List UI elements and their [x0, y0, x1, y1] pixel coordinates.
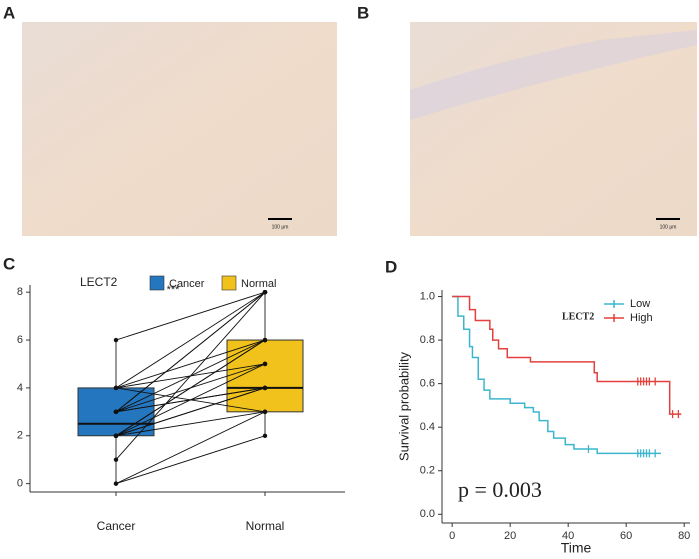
point — [113, 433, 119, 438]
pair-line — [115, 363, 266, 389]
point — [113, 337, 119, 343]
y-tick-label: 0.8 — [420, 334, 435, 346]
legend-label: High — [630, 312, 653, 324]
legend-label: Cancer — [169, 278, 205, 290]
y-tick-label: 6 — [17, 334, 23, 346]
point — [262, 409, 268, 415]
point — [113, 409, 119, 415]
micrograph — [22, 22, 337, 236]
scale-text: 100 μm — [272, 224, 289, 230]
panel-label: C — [3, 254, 15, 273]
legend-label: Normal — [241, 278, 276, 290]
panel-label: D — [385, 257, 397, 276]
x-tick-label: 40 — [562, 530, 574, 542]
y-tick-label: 0.2 — [420, 465, 435, 477]
pair-line — [115, 339, 266, 437]
pair-line — [115, 291, 266, 341]
point — [262, 385, 268, 391]
survival-curve — [452, 295, 682, 415]
legend-label: Low — [630, 298, 650, 310]
pair-line — [115, 291, 266, 413]
pair-line — [115, 339, 266, 389]
y-tick-label: 4 — [17, 382, 23, 394]
x-tick-label: Cancer — [97, 519, 136, 533]
x-axis-title: Time — [561, 540, 592, 556]
pair-line — [115, 411, 266, 485]
x-tick-label: 0 — [449, 530, 455, 542]
legend-title: LECT2 — [80, 275, 118, 289]
pair-line — [115, 435, 266, 485]
x-tick-label: Normal — [246, 519, 285, 533]
y-tick-label: 0.4 — [420, 421, 435, 433]
point — [113, 481, 119, 486]
survival-curve — [452, 295, 661, 455]
scale-text: 100 μm — [660, 224, 677, 230]
legend-key — [221, 275, 237, 291]
x-tick-label: 60 — [620, 530, 632, 542]
point — [262, 361, 268, 367]
y-axis-title: Survival probability — [396, 351, 411, 461]
panel-label: A — [3, 3, 15, 22]
annotation: p = 0.003 — [458, 477, 542, 502]
pair-line — [115, 387, 266, 437]
y-tick-label: 0 — [17, 478, 23, 490]
y-tick-label: 0.6 — [420, 378, 435, 390]
pair-line — [115, 291, 266, 389]
legend-title: LECT2 — [562, 311, 594, 322]
point — [262, 433, 268, 438]
x-tick-label: 20 — [504, 530, 516, 542]
point — [113, 457, 119, 462]
pair-line — [115, 387, 266, 413]
box — [226, 339, 304, 413]
y-tick-label: 2 — [17, 430, 23, 442]
annotation: *** — [167, 284, 181, 296]
point — [262, 289, 268, 295]
point — [113, 385, 119, 391]
y-tick-label: 1.0 — [420, 290, 435, 302]
point — [262, 337, 268, 343]
tissue-band — [410, 30, 697, 120]
x-tick-label: 80 — [678, 530, 690, 542]
legend-key — [149, 275, 165, 291]
panel-label: B — [357, 3, 369, 22]
y-tick-label: 8 — [17, 286, 23, 298]
y-tick-label: 0.0 — [420, 508, 435, 520]
